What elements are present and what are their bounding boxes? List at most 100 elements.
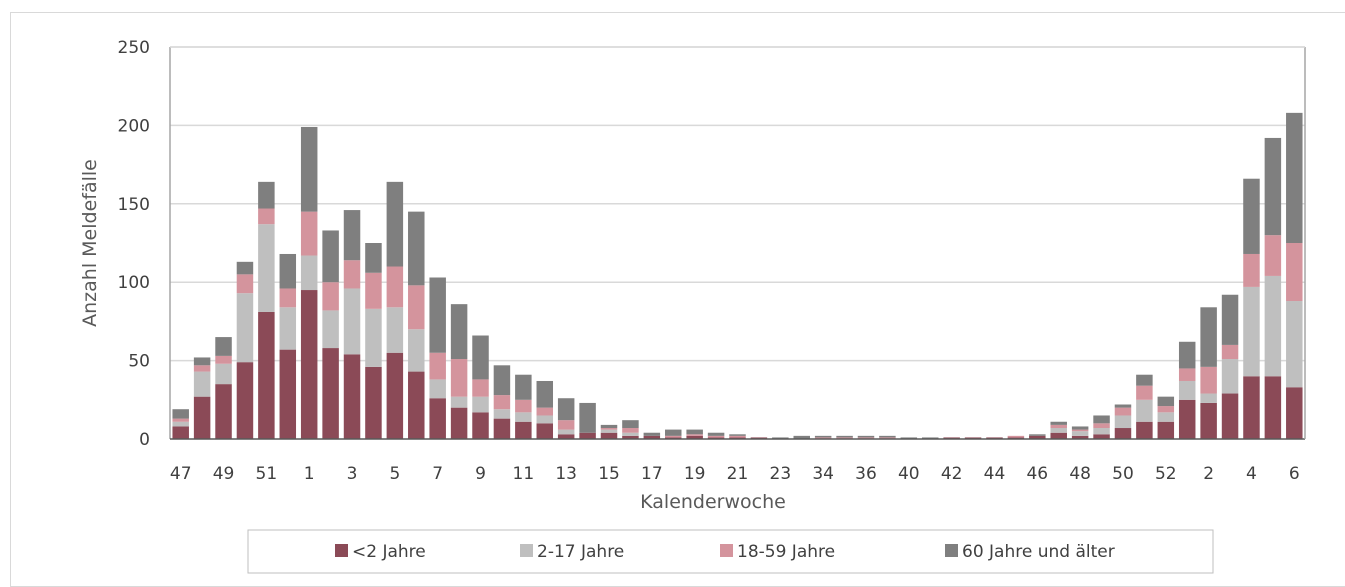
bar-segment-series-3 [879, 435, 896, 438]
y-tick-label: 100 [118, 273, 150, 293]
x-tick-label: 34 [812, 464, 834, 484]
bar-segment-series-2 [1200, 366, 1217, 394]
bar-segment-series-2 [729, 435, 746, 438]
bar-segment-series-3 [1286, 112, 1303, 243]
x-tick-label: 44 [984, 464, 1006, 484]
x-tick-label: 42 [941, 464, 963, 484]
bar-segment-series-2 [472, 379, 489, 397]
bar-segment-series-0 [729, 437, 746, 439]
x-tick-labels: 47 49 51 1 3 5 7 9 11 13 15 17 19 21 23 34 36 40 42 44 46 48 5… [170, 464, 1300, 484]
bar-segment-series-3 [772, 437, 789, 439]
bar-segment-series-1 [300, 255, 318, 291]
x-tick-label: 1 [304, 464, 315, 484]
bar-segment-series-2 [343, 260, 361, 289]
bar-segment-series-3 [493, 365, 511, 396]
bar-segment-series-1 [450, 396, 468, 408]
bar-segment-series-1 [1200, 393, 1217, 403]
bar-segment-series-3 [450, 304, 468, 360]
bar-segment-series-3 [515, 374, 532, 400]
y-tick-label: 250 [118, 38, 150, 58]
x-tick-label: 48 [1069, 464, 1091, 484]
x-tick-label: 50 [1112, 464, 1134, 484]
bar-segment-series-3 [300, 126, 318, 212]
bar-segment-series-1 [515, 412, 532, 422]
bar-segment-series-1 [1050, 428, 1067, 433]
bar-segment-series-2 [429, 352, 446, 380]
bar-segment-series-3 [793, 435, 810, 439]
bar-segment-series-0 [1264, 376, 1282, 439]
bar-segment-series-3 [921, 437, 939, 439]
bar-segment-series-0 [1093, 434, 1110, 439]
bar-segment-series-3 [1136, 374, 1153, 386]
x-tick-label: 51 [256, 464, 278, 484]
bar-segment-series-0 [1221, 393, 1239, 439]
bar-segment-series-2 [258, 208, 275, 225]
bar-segment-series-0 [258, 311, 275, 439]
bar-segment-series-3 [343, 210, 361, 261]
bar-segment-series-0 [557, 434, 575, 439]
bar-segment-series-0 [579, 432, 596, 439]
bar-segment-series-0 [964, 437, 982, 439]
bar-segment-series-0 [1286, 387, 1303, 439]
bar-segment-series-2 [665, 435, 682, 438]
x-tick-label: 11 [513, 464, 535, 484]
bar-segment-series-0 [686, 435, 703, 439]
bar-segment-series-0 [1007, 437, 1025, 439]
y-axis-title: Anzahl Meldefälle [79, 159, 101, 327]
legend-swatch [720, 544, 733, 557]
x-tick-label: 52 [1155, 464, 1177, 484]
bar-segment-series-1 [600, 429, 618, 433]
bar-segment-series-3 [900, 437, 918, 439]
bar-segment-series-3 [579, 402, 596, 433]
y-tick-label: 0 [139, 430, 150, 450]
bar-segment-series-0 [1243, 376, 1260, 439]
bar-segment-series-3 [258, 181, 275, 209]
y-tick-label: 150 [118, 195, 150, 215]
legend-swatch [520, 544, 533, 557]
bar-segment-series-0 [322, 348, 339, 439]
x-tick-label: 19 [684, 464, 706, 484]
bar-segment-series-3 [429, 277, 446, 353]
bar-segment-series-2 [1264, 235, 1282, 276]
bar-segment-series-2 [1071, 429, 1089, 432]
bar-segment-series-0 [493, 418, 511, 439]
bar-segment-series-3 [1264, 137, 1282, 236]
bar-segment-series-1 [622, 432, 639, 436]
x-tick-label: 21 [727, 464, 749, 484]
bar-segment-series-1 [215, 363, 232, 385]
axes [169, 46, 1306, 440]
bar-segment-series-2 [536, 407, 554, 416]
bar-segment-series-3 [1114, 404, 1132, 408]
x-tick-label: 7 [432, 464, 443, 484]
bar-segment-series-3 [600, 424, 618, 429]
bar-segment-series-0 [750, 437, 768, 439]
bar-segment-series-3 [1071, 426, 1089, 430]
bar-segment-series-0 [343, 354, 361, 439]
x-tick-label: 9 [475, 464, 486, 484]
bar-segment-series-1 [365, 308, 382, 367]
bar-segment-series-2 [386, 266, 404, 308]
y-tick-label: 50 [128, 352, 150, 372]
bar-segment-series-0 [215, 384, 232, 439]
bar-segment-series-1 [258, 224, 275, 312]
legend-box [247, 529, 1214, 574]
bar-segment-series-3 [686, 429, 703, 435]
x-tick-label: 40 [898, 464, 920, 484]
bar-segment-series-0 [665, 437, 682, 439]
bar-segment-series-3 [665, 429, 682, 436]
bar-segment-series-3 [729, 434, 746, 436]
bar-segment-series-1 [1221, 359, 1239, 394]
bar-segment-series-1 [236, 293, 254, 363]
bar-segment-series-1 [1071, 431, 1089, 436]
bar-segment-series-3 [408, 211, 425, 286]
bar-segment-series-0 [365, 366, 382, 439]
bar-segment-series-3 [643, 432, 661, 436]
bar-segment-series-0 [408, 371, 425, 439]
bar-segment-series-3 [1157, 396, 1175, 407]
bar-segment-series-3 [1221, 294, 1239, 345]
y-tick-label: 200 [118, 116, 150, 136]
bar-segment-series-0 [429, 398, 446, 439]
bar-segment-series-3 [1093, 415, 1110, 424]
bar-segment-series-2 [450, 359, 468, 397]
